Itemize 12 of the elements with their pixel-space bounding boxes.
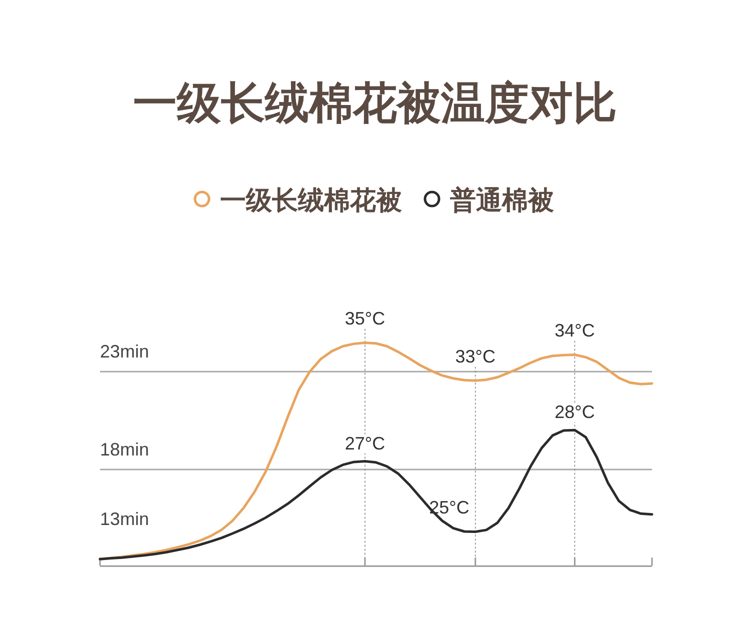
annotation: 34°C — [554, 320, 595, 341]
chart-title: 一级长绒棉花被温度对比 — [133, 79, 617, 128]
annotation: 28°C — [554, 402, 595, 422]
annotation: 33°C — [455, 346, 496, 367]
annotation: 13min — [100, 509, 150, 529]
legend-label: 普通棉被 — [449, 185, 554, 215]
legend-label: 一级长绒棉花被 — [220, 185, 402, 215]
annotation: 27°C — [344, 433, 386, 454]
annotation: 35°C — [344, 308, 386, 329]
annotation: 25°C — [429, 498, 470, 518]
ref-line-label: 23min — [100, 342, 150, 362]
ref-line-label: 18min — [100, 440, 150, 460]
